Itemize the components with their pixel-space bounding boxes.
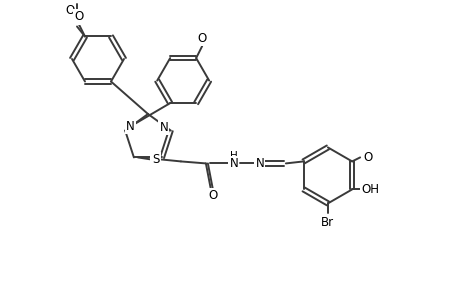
Text: OH: OH bbox=[360, 183, 378, 196]
Text: Br: Br bbox=[321, 216, 334, 229]
Text: O: O bbox=[363, 151, 372, 164]
Text: O: O bbox=[197, 32, 207, 45]
Text: N: N bbox=[159, 121, 168, 134]
Text: N: N bbox=[151, 154, 159, 167]
Text: O: O bbox=[74, 10, 84, 23]
Text: S: S bbox=[152, 153, 159, 166]
Text: N: N bbox=[125, 120, 134, 133]
Text: N: N bbox=[229, 157, 238, 170]
Text: O: O bbox=[72, 11, 81, 24]
Text: H: H bbox=[230, 152, 237, 161]
Text: O: O bbox=[65, 4, 74, 17]
Text: N: N bbox=[255, 157, 263, 170]
Text: O: O bbox=[208, 189, 217, 202]
